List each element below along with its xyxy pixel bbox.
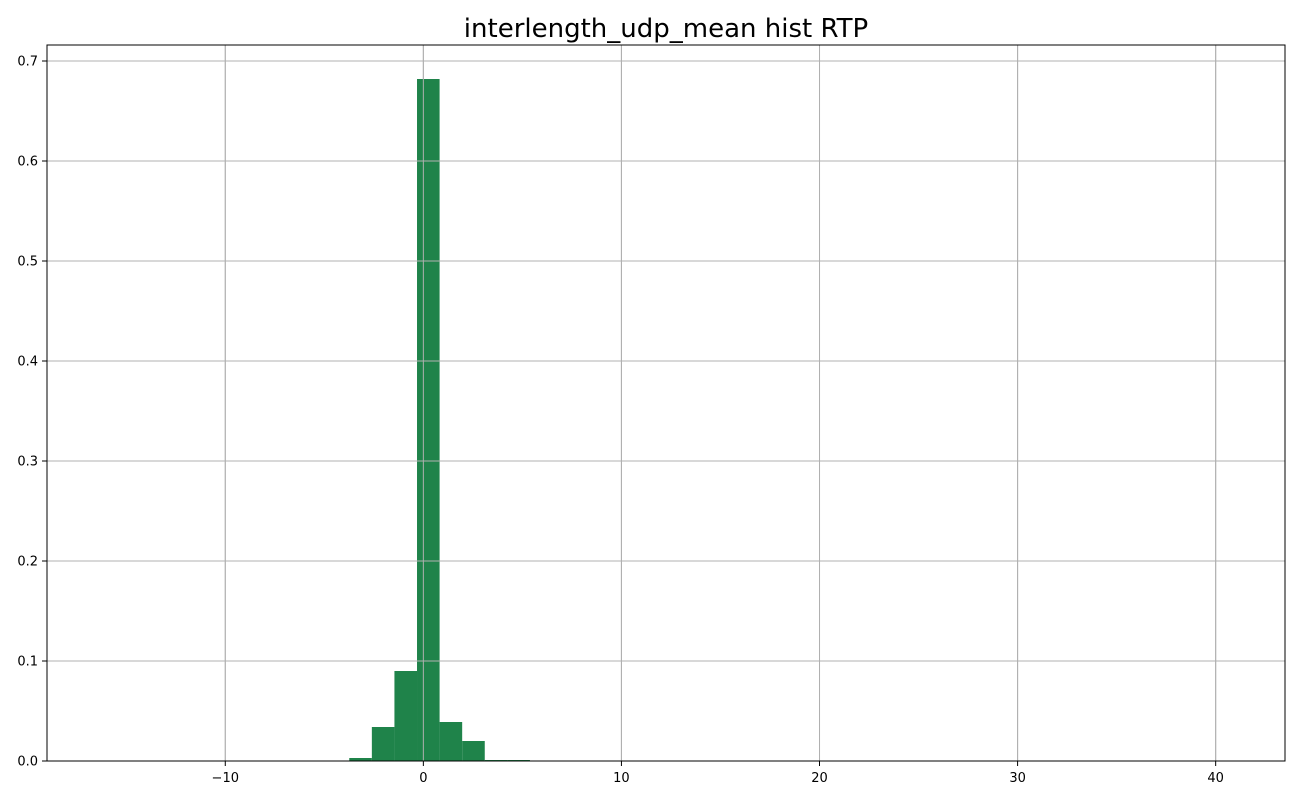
chart-title: interlength_udp_mean hist RTP	[464, 14, 868, 44]
y-tick-label: 0.0	[17, 755, 38, 770]
y-axis: 0.0 0.1 0.2 0.3 0.4 0.5 0.6 0.7	[17, 55, 47, 770]
histogram-bar	[439, 722, 463, 761]
x-tick-label: 40	[1207, 771, 1224, 786]
y-tick-label: 0.2	[17, 555, 38, 570]
x-tick-label: 10	[613, 771, 630, 786]
y-tick-label: 0.5	[17, 255, 38, 270]
histogram-bar	[462, 741, 485, 761]
grid-overlay	[47, 45, 1285, 762]
histogram-bar	[349, 758, 372, 761]
x-tick-label: 0	[419, 771, 427, 786]
x-tick-label: 20	[811, 771, 828, 786]
y-tick-label: 0.4	[17, 355, 38, 370]
histogram-bar	[417, 79, 440, 761]
histogram-bar	[371, 727, 395, 761]
x-tick-label: 30	[1009, 771, 1026, 786]
x-axis: −10 0 10 20 30 40	[212, 761, 1224, 786]
axes-frame	[46, 44, 1286, 762]
y-tick-label: 0.1	[17, 655, 38, 670]
histogram-bar	[394, 671, 418, 761]
x-tick-label: −10	[212, 771, 239, 786]
y-tick-label: 0.6	[17, 155, 38, 170]
y-tick-label: 0.7	[17, 55, 38, 70]
grid-lines	[47, 45, 1285, 762]
histogram-bars	[349, 79, 530, 761]
y-tick-label: 0.3	[17, 455, 38, 470]
